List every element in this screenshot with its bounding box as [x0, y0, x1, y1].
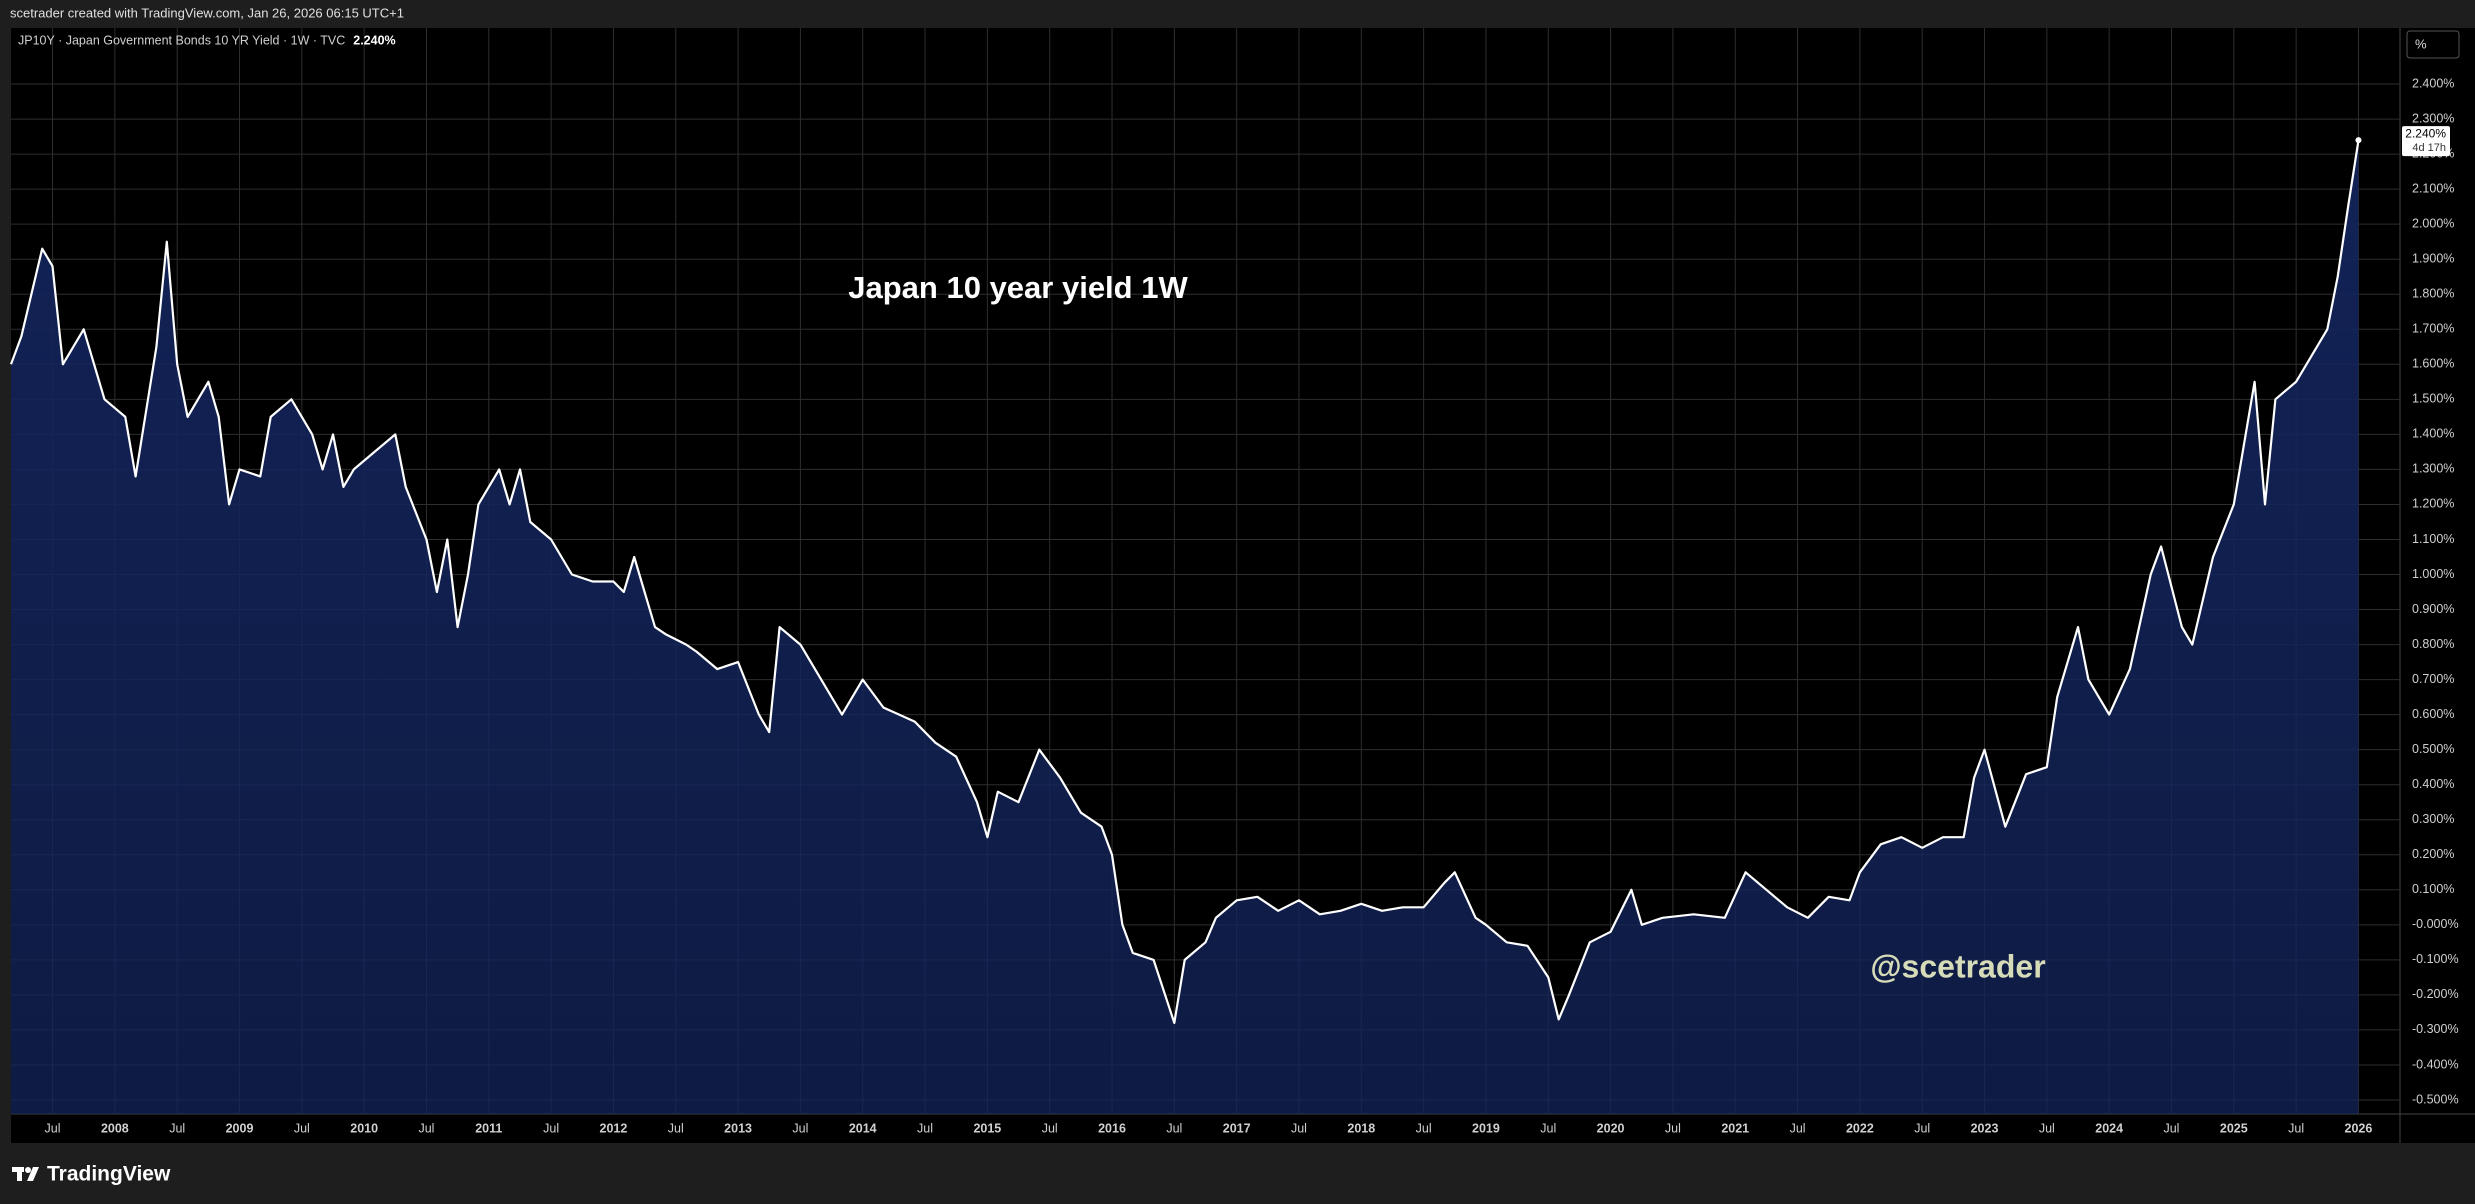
x-tick-label: 2008 — [101, 1121, 129, 1135]
labels: 2.400%2.300%2.200%2.100%2.000%1.900%1.80… — [45, 76, 2459, 1135]
y-tick-label: 0.900% — [2412, 602, 2454, 616]
price-tag-value: 2.240% — [2405, 126, 2446, 140]
y-tick-label: 2.300% — [2412, 111, 2454, 125]
last-point — [2355, 137, 2362, 144]
x-tick-label: 2021 — [1721, 1121, 1749, 1135]
y-tick-label: 0.600% — [2412, 707, 2454, 721]
time-axis — [11, 1114, 2400, 1143]
x-tick-label: Jul — [668, 1121, 684, 1135]
x-tick-label: 2015 — [973, 1121, 1001, 1135]
x-tick-label: 2012 — [600, 1121, 628, 1135]
x-tick-label: 2011 — [475, 1121, 502, 1135]
price-tag-countdown: 4d 17h — [2412, 142, 2446, 154]
x-tick-label: 2018 — [1347, 1121, 1375, 1135]
y-tick-label: 0.200% — [2412, 847, 2454, 861]
unit-button[interactable] — [2406, 30, 2460, 59]
y-tick-label: 1.900% — [2412, 252, 2454, 266]
y-tick-label: 1.700% — [2412, 322, 2454, 336]
y-tick-label: -0.100% — [2412, 952, 2459, 966]
y-tick-label: -0.200% — [2412, 987, 2459, 1001]
y-tick-label: 0.500% — [2412, 742, 2454, 756]
x-tick-label: 2010 — [350, 1121, 378, 1135]
y-tick-label: 1.800% — [2412, 287, 2454, 301]
x-tick-label: Jul — [1416, 1121, 1432, 1135]
x-tick-label: 2013 — [724, 1121, 752, 1135]
x-tick-label: 2014 — [849, 1121, 877, 1135]
x-tick-label: 2026 — [2345, 1121, 2373, 1135]
x-tick-label: 2017 — [1223, 1121, 1251, 1135]
unit-button-label[interactable]: % — [2415, 36, 2427, 51]
x-tick-label: 2016 — [1098, 1121, 1126, 1135]
chart-title: Japan 10 year yield 1W — [848, 270, 1188, 305]
y-tick-label: 1.400% — [2412, 427, 2454, 441]
x-tick-label: 2020 — [1597, 1121, 1625, 1135]
x-tick-label: Jul — [1540, 1121, 1556, 1135]
x-tick-label: Jul — [1291, 1121, 1307, 1135]
price-tag — [2402, 126, 2450, 157]
price-axis — [2400, 28, 2475, 1143]
x-tick-label: Jul — [45, 1121, 61, 1135]
x-tick-label: Jul — [2288, 1121, 2304, 1135]
watermark: @scetrader — [1870, 948, 2045, 984]
area — [11, 140, 2359, 1115]
x-tick-label: Jul — [792, 1121, 808, 1135]
plot — [9, 137, 2362, 1115]
x-tick-label: 2023 — [1971, 1121, 1999, 1135]
y-tick-label: 0.400% — [2412, 777, 2454, 791]
y-tick-label: 0.100% — [2412, 882, 2454, 896]
y-tick-label: 1.000% — [2412, 567, 2454, 581]
x-tick-label: 2024 — [2095, 1121, 2123, 1135]
y-tick-label: 0.700% — [2412, 672, 2454, 686]
x-tick-label: Jul — [1665, 1121, 1681, 1135]
line — [9, 139, 2360, 1024]
y-tick-label: 2.100% — [2412, 181, 2454, 195]
y-tick-label: 2.000% — [2412, 216, 2454, 230]
x-tick-label: 2022 — [1846, 1121, 1874, 1135]
x-tick-label: Jul — [1914, 1121, 1930, 1135]
x-tick-label: Jul — [1042, 1121, 1058, 1135]
logo-part — [17, 1167, 22, 1181]
y-tick-label: 1.300% — [2412, 462, 2454, 476]
x-tick-label: Jul — [294, 1121, 310, 1135]
y-tick-label: 1.500% — [2412, 392, 2454, 406]
y-tick-label: 2.400% — [2412, 76, 2454, 90]
x-tick-label: Jul — [917, 1121, 933, 1135]
x-tick-label: Jul — [169, 1121, 185, 1135]
logo-part — [27, 1167, 39, 1181]
x-tick-label: 2009 — [226, 1121, 254, 1135]
x-tick-label: 2025 — [2220, 1121, 2248, 1135]
x-tick-label: Jul — [2039, 1121, 2055, 1135]
brand-logo — [12, 1167, 39, 1181]
y-tick-label: 1.100% — [2412, 532, 2454, 546]
y-tick-label: 0.300% — [2412, 812, 2454, 826]
y-tick-label: -0.300% — [2412, 1022, 2459, 1036]
x-tick-label: Jul — [1166, 1121, 1182, 1135]
logo-part — [25, 1167, 31, 1173]
x-tick-label: Jul — [543, 1121, 559, 1135]
x-tick-label: 2019 — [1472, 1121, 1500, 1135]
legend-value: 2.240% — [353, 33, 395, 47]
y-tick-label: 1.600% — [2412, 357, 2454, 371]
y-tick-label: -0.400% — [2412, 1057, 2459, 1071]
y-tick-label: 0.800% — [2412, 637, 2454, 651]
legend-name: JP10Y · Japan Government Bonds 10 YR Yie… — [18, 33, 345, 47]
y-tick-label: -0.000% — [2412, 917, 2459, 931]
y-tick-label: 1.200% — [2412, 497, 2454, 511]
x-tick-label: Jul — [2163, 1121, 2179, 1135]
x-tick-label: Jul — [1790, 1121, 1806, 1135]
brand: TradingView — [47, 1163, 171, 1186]
y-tick-label: -0.500% — [2412, 1092, 2459, 1106]
credit: scetrader created with TradingView.com, … — [10, 5, 404, 20]
x-tick-label: Jul — [418, 1121, 434, 1135]
